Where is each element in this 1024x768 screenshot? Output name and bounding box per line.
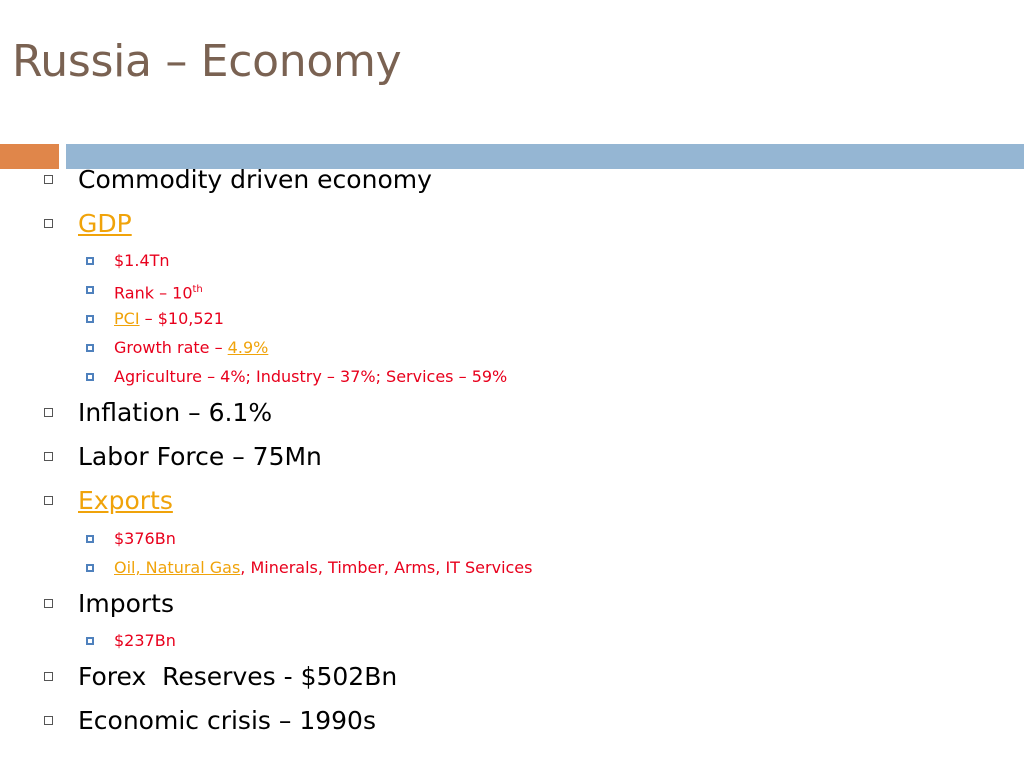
- orange-accent-bar: [0, 144, 59, 169]
- blue-accent-bar: [66, 144, 1024, 169]
- pci-link[interactable]: PCI: [114, 309, 140, 328]
- list-item-text: Imports: [78, 589, 174, 618]
- list-item-text: Labor Force – 75Mn: [78, 442, 322, 471]
- list-item-text: Commodity driven economy: [78, 165, 432, 194]
- exports-rest: , Minerals, Timber, Arms, IT Services: [240, 558, 533, 577]
- square-sub-bullet-icon: [86, 637, 94, 645]
- list-item-text: Inflation – 6.1%: [78, 398, 273, 427]
- square-sub-bullet-icon: [86, 373, 94, 381]
- growth-rate-link[interactable]: 4.9%: [227, 338, 269, 357]
- sub-item-text: PCI – $10,521: [114, 309, 224, 329]
- sub-item-text: $237Bn: [114, 631, 176, 650]
- square-sub-bullet-icon: [86, 564, 94, 572]
- square-bullet-icon: [44, 175, 53, 184]
- square-sub-bullet-icon: [86, 257, 94, 265]
- square-bullet-icon: [44, 716, 53, 725]
- growth-label: Growth rate –: [114, 338, 228, 357]
- list-item-text: Forex Reserves - $502Bn: [78, 662, 398, 691]
- oil-natural-gas-link[interactable]: Oil, Natural Gas: [114, 558, 241, 577]
- sub-item-text: Agriculture – 4%; Industry – 37%; Servic…: [114, 367, 508, 386]
- list-item-text: Economic crisis – 1990s: [78, 706, 376, 735]
- sub-item-text: Growth rate – 4.9%: [114, 338, 268, 358]
- sub-item-text: $1.4Tn: [114, 251, 170, 270]
- square-bullet-icon: [44, 599, 53, 608]
- square-bullet-icon: [44, 452, 53, 461]
- rank-text: Rank – 10: [114, 283, 193, 303]
- sub-item-text: $376Bn: [114, 529, 176, 548]
- square-bullet-icon: [44, 219, 53, 228]
- exports-link[interactable]: Exports: [78, 486, 173, 515]
- pci-value: – $10,521: [139, 309, 224, 328]
- square-bullet-icon: [44, 496, 53, 505]
- sub-item-text: Oil, Natural Gas, Minerals, Timber, Arms…: [114, 558, 532, 578]
- square-sub-bullet-icon: [86, 344, 94, 352]
- square-bullet-icon: [44, 408, 53, 417]
- square-sub-bullet-icon: [86, 286, 94, 294]
- slide-title: Russia – Economy: [12, 36, 402, 87]
- gdp-link[interactable]: GDP: [78, 209, 132, 238]
- square-bullet-icon: [44, 672, 53, 681]
- rank-suffix: th: [192, 284, 203, 295]
- square-sub-bullet-icon: [86, 315, 94, 323]
- square-sub-bullet-icon: [86, 535, 94, 543]
- sub-item-text: Rank – 10th: [114, 280, 203, 303]
